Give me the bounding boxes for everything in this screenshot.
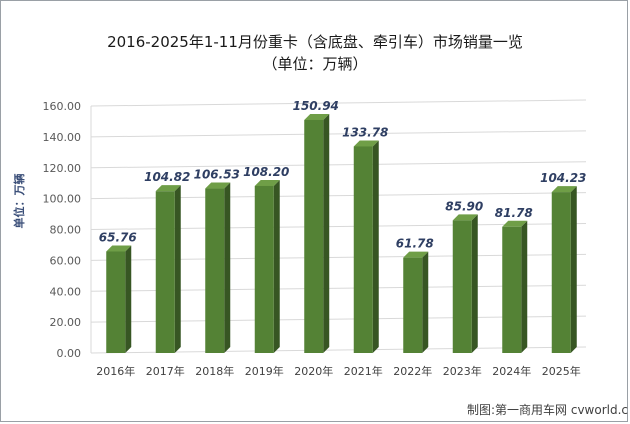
bar-side [471,214,478,353]
bar-side [521,220,528,353]
bar-side [273,179,280,353]
bar-front [551,192,571,353]
data-label: 104.82 [144,170,190,184]
data-label: 150.94 [293,99,339,113]
bar [155,185,181,353]
bar-top [551,186,577,193]
chart-subtitle: （单位：万辆） [262,55,367,73]
data-label: 104.23 [540,171,586,185]
data-label: 106.53 [194,168,240,182]
x-tick-label: 2018年 [195,364,234,378]
x-tick-label: 2021年 [344,364,383,378]
bar [254,179,280,353]
bar-front [304,119,324,353]
y-tick-label: 120.00 [43,162,82,175]
bar-front [403,257,423,353]
bar-top [205,182,231,189]
gridline [90,99,587,107]
source-credit: 制图:第一商用车网 cvworld.cn [467,402,629,417]
bar-top [106,245,132,252]
y-tick-label: 40.00 [50,285,82,298]
y-tick-label: 60.00 [50,254,82,267]
y-tick-label: 20.00 [50,316,82,329]
x-tick-label: 2022年 [393,364,432,378]
bar [502,220,528,353]
bar [353,140,379,353]
data-label: 61.78 [396,237,434,251]
y-tick-label: 140.00 [43,131,82,144]
y-tick-label: 100.00 [43,193,82,206]
bar [403,251,429,353]
bar [551,186,577,353]
bar [205,182,231,353]
data-label: 85.90 [445,199,483,213]
x-tick-label: 2023年 [443,364,482,378]
bar [452,214,478,353]
data-label: 81.78 [495,206,533,220]
x-tick-label: 2019年 [245,364,284,378]
bar-front [502,226,522,353]
bar-top [353,140,379,147]
bar [106,245,132,353]
bar [304,113,330,353]
bar-top [452,214,478,221]
bar-top [502,220,528,227]
y-axis-ticks: 0.00 20.00 40.00 60.00 80.00 100.00 120.00 140.… [43,100,82,360]
data-label: 108.20 [243,165,289,179]
data-label: 65.76 [99,230,137,244]
bar-front [353,146,373,353]
bars [106,113,577,353]
data-label: 133.78 [342,125,388,139]
y-tick-label: 160.00 [43,100,82,113]
x-tick-label: 2025年 [542,364,581,378]
y-axis-label: 单位：万辆 [12,174,26,229]
bar-side [125,245,132,353]
gridline [90,130,587,138]
x-axis-ticks: 2016年 2017年 2018年 2019年 2020年 2021年 2022年 2023年… [96,364,581,378]
bar-top [403,251,429,258]
bar-side [570,186,577,353]
x-tick-label: 2024年 [492,364,531,378]
x-tick-label: 2020年 [294,364,333,378]
x-tick-label: 2017年 [146,364,185,378]
bar-front [106,251,126,353]
y-tick-label: 0.00 [57,347,82,360]
gridline [90,161,587,169]
bar-front [254,185,274,353]
x-tick-label: 2016年 [96,364,135,378]
bar-side [323,113,330,353]
bar-top [254,179,280,186]
bar-front [205,188,225,353]
y-tick-label: 80.00 [50,224,82,237]
bar-side [224,182,231,353]
bar-front [452,220,472,353]
bar-top [304,113,330,120]
bar-front [155,191,175,353]
bar-side [174,185,181,353]
chart-title: 2016-2025年1-11月份重卡（含底盘、牵引车）市场销量一览 [107,33,523,51]
bar-side [372,140,379,353]
bar-top [155,185,181,192]
bar-side [422,251,429,353]
